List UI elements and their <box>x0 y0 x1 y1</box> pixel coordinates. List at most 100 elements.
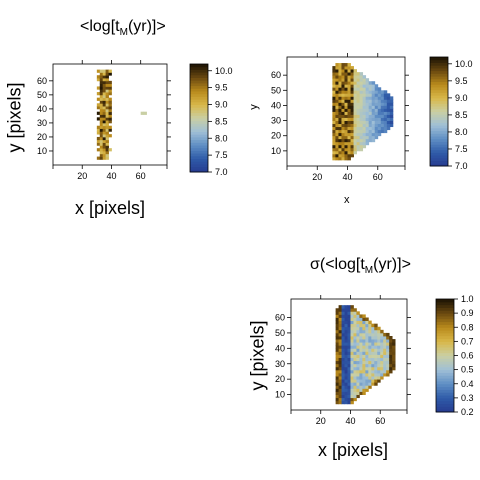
data-pixel <box>341 329 345 334</box>
data-pixel <box>362 75 367 79</box>
data-pixel <box>344 345 348 349</box>
data-pixel <box>353 354 357 358</box>
data-pixel <box>344 357 348 362</box>
data-pixel <box>344 105 348 109</box>
data-pixel <box>380 357 384 362</box>
colorbar-segment <box>436 349 454 354</box>
data-pixel <box>362 385 366 389</box>
colorbar-segment <box>430 103 448 107</box>
data-pixel <box>368 132 373 137</box>
data-pixel <box>338 345 342 349</box>
data-pixel <box>377 336 381 340</box>
data-pixel <box>347 400 351 405</box>
data-pixel <box>365 336 369 340</box>
data-pixel <box>335 391 339 395</box>
y-tick-label: 60 <box>275 313 285 323</box>
data-pixel <box>99 150 104 155</box>
data-pixel <box>365 351 369 355</box>
data-pixel <box>338 150 342 155</box>
data-pixel <box>347 394 351 399</box>
data-pixel <box>383 363 387 368</box>
data-pixel <box>368 339 372 343</box>
data-pixel <box>99 100 104 104</box>
data-pixel <box>362 144 367 149</box>
data-pixel <box>356 351 360 355</box>
data-pixel <box>105 134 109 138</box>
data-pixel <box>335 63 339 67</box>
data-pixel <box>338 308 342 312</box>
x-tick-label: 20 <box>312 172 322 182</box>
y-tick-label: 50 <box>37 90 47 100</box>
data-pixel <box>99 134 104 138</box>
data-pixel <box>353 144 357 149</box>
data-pixel <box>350 135 354 140</box>
data-pixel <box>102 97 107 101</box>
data-pixel <box>368 123 373 128</box>
data-pixel <box>362 379 366 383</box>
colorbar-segment <box>190 158 208 162</box>
data-pixel <box>347 354 351 358</box>
y-tick-label: 10 <box>275 390 285 400</box>
colorbar-segment <box>430 160 448 164</box>
data-pixel <box>347 66 351 70</box>
data-pixel <box>365 141 370 146</box>
data-pixel <box>386 345 390 349</box>
data-pixel <box>380 93 385 97</box>
data-pixel <box>332 75 336 79</box>
data-pixel <box>96 103 101 107</box>
data-pixel <box>356 132 361 137</box>
data-pixel <box>362 369 366 374</box>
data-pixel <box>335 345 339 349</box>
data-pixel <box>347 141 351 146</box>
colorbar-segment <box>436 403 454 407</box>
data-pixel <box>377 93 382 97</box>
data-pixel <box>392 342 396 346</box>
data-pixel <box>380 117 385 121</box>
data-pixel <box>377 339 381 343</box>
data-pixel <box>359 388 363 392</box>
data-pixel <box>383 99 388 103</box>
data-pixel <box>96 97 101 101</box>
data-pixel <box>341 66 345 70</box>
data-pixel <box>374 99 379 103</box>
data-pixel <box>374 345 378 349</box>
data-pixel <box>371 99 376 103</box>
data-pixel <box>96 117 101 121</box>
colorbar-segment <box>430 122 448 126</box>
data-pixel <box>359 75 364 79</box>
data-pixel <box>335 379 339 383</box>
data-pixel <box>362 96 367 100</box>
data-pixel <box>332 108 336 112</box>
data-pixel <box>341 363 345 368</box>
data-pixel <box>341 400 345 405</box>
data-pixel <box>344 111 348 115</box>
data-pixel <box>368 354 372 358</box>
data-pixel <box>350 354 354 358</box>
data-pixel <box>99 86 104 90</box>
data-pixel <box>347 144 351 149</box>
y-tick-label: 40 <box>271 100 281 110</box>
colorbar-tick-label: 0.6 <box>461 351 474 361</box>
colorbar-segment <box>430 95 448 99</box>
data-pixel <box>386 332 390 337</box>
colorbar-segment <box>190 131 208 135</box>
data-pixel <box>108 100 112 104</box>
colorbar-segment <box>190 72 208 76</box>
data-pixel <box>105 148 109 152</box>
data-pixel <box>335 132 339 137</box>
data-pixel <box>344 126 348 131</box>
data-pixel <box>344 150 348 155</box>
data-pixel <box>96 78 101 82</box>
data-pixel <box>335 385 339 389</box>
data-pixel <box>365 345 369 349</box>
data-pixel <box>344 123 348 128</box>
colorbar-segment <box>436 378 454 382</box>
data-pixel <box>356 357 360 362</box>
data-pixel <box>341 135 345 140</box>
data-pixel <box>347 323 351 328</box>
data-pixel <box>353 339 357 343</box>
data-pixel <box>374 102 379 106</box>
data-pixel <box>377 108 382 112</box>
data-pixel <box>96 142 101 146</box>
data-pixel <box>347 339 351 343</box>
